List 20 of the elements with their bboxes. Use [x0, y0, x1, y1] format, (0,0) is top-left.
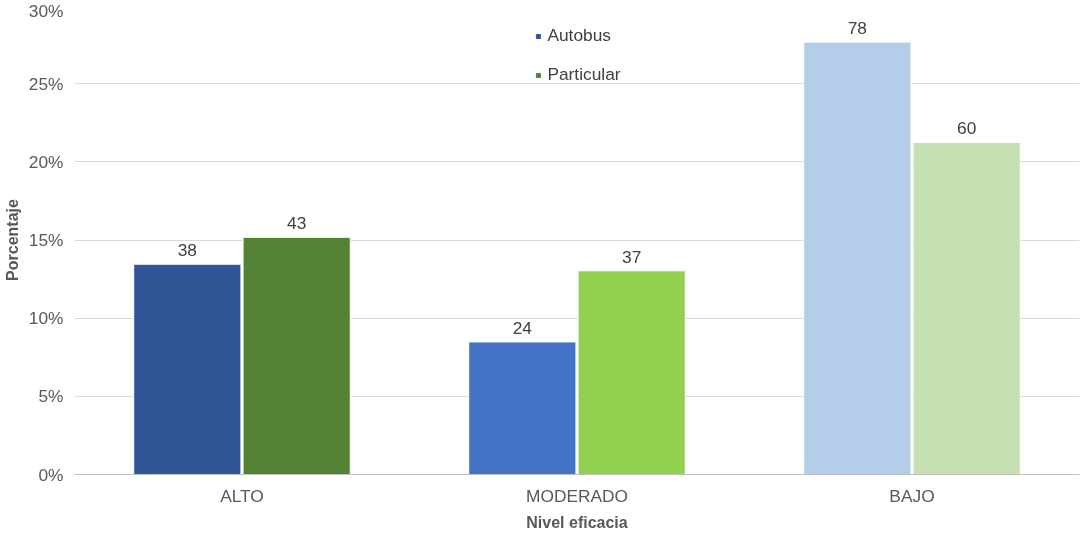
annotation: 37: [622, 246, 642, 267]
annotation: 43: [287, 213, 307, 234]
y-tick-label: 10%: [28, 308, 64, 329]
legend-label: Particular: [547, 64, 621, 85]
y-tick-label: 25%: [28, 73, 64, 94]
annotation: 38: [177, 240, 197, 261]
y-tick-label: 15%: [28, 230, 64, 250]
annotation: 78: [847, 18, 867, 39]
y-tick-label: 5%: [38, 386, 64, 407]
y-tick-label: 0%: [38, 464, 64, 485]
x-tick-label: BAJO: [889, 485, 935, 506]
annotation: 24: [512, 317, 533, 338]
annotation: 60: [957, 118, 977, 139]
x-axis-title: Nivel eficacia: [526, 513, 628, 531]
legend-label: Autobus: [547, 25, 611, 46]
x-tick-label: ALTO: [220, 485, 264, 506]
y-tick-label: 30%: [28, 0, 64, 21]
y-axis-title: Porcentaje: [3, 198, 21, 281]
y-tick-label: 20%: [28, 151, 64, 172]
x-tick-label: MODERADO: [525, 485, 629, 506]
